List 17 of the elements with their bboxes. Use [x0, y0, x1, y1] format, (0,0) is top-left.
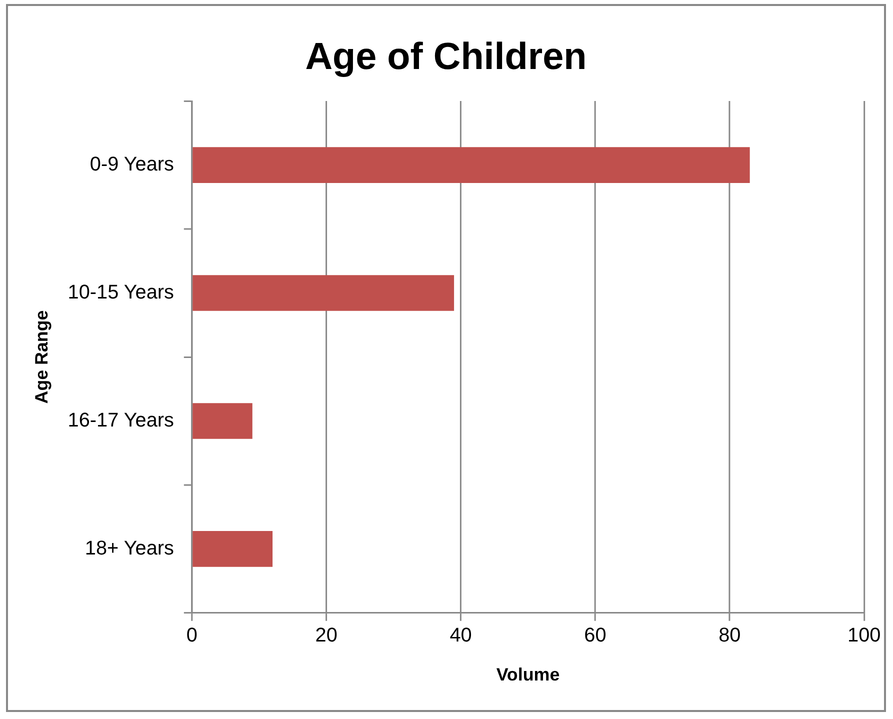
bar [192, 147, 750, 183]
y-tick-label: 10-15 Years [68, 282, 174, 304]
x-tick-label: 0 [186, 624, 198, 646]
bar [192, 531, 273, 567]
y-tick-label: 18+ Years [84, 537, 174, 560]
y-tick-label: 0-9 Years [90, 154, 174, 176]
x-tick-label: 20 [315, 624, 338, 646]
x-tick-label: 100 [847, 624, 881, 646]
x-axis-title: Volume [496, 664, 560, 684]
chart-title: Age of Children [305, 36, 587, 78]
bar [192, 275, 454, 311]
y-tick-label: 16-17 Years [68, 409, 174, 432]
y-axis-title: Age Range [32, 310, 52, 404]
bar [192, 403, 252, 439]
x-tick-label: 80 [718, 624, 741, 646]
x-tick-label: 60 [584, 624, 606, 646]
x-tick-label: 40 [450, 624, 472, 646]
